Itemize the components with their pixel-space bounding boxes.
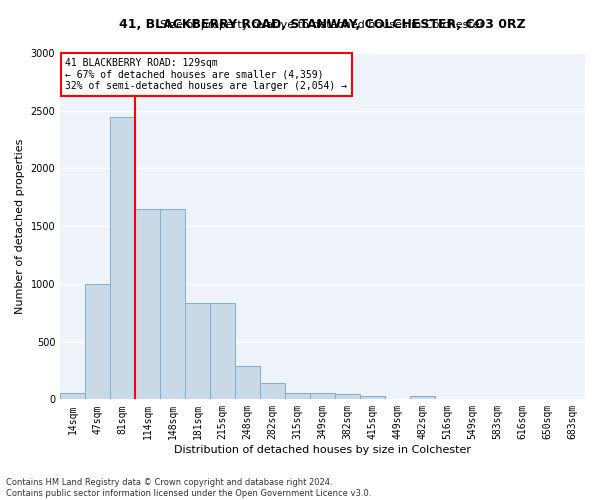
Text: 41 BLACKBERRY ROAD: 129sqm
← 67% of detached houses are smaller (4,359)
32% of s: 41 BLACKBERRY ROAD: 129sqm ← 67% of deta… [65,58,347,92]
Bar [185,303,210,400]
Text: Contains HM Land Registry data © Crown copyright and database right 2024.
Contai: Contains HM Land Registry data © Crown c… [6,478,371,498]
Bar [110,116,135,400]
Bar [235,366,260,400]
Y-axis label: Number of detached properties: Number of detached properties [15,138,25,314]
Bar [85,284,110,400]
Bar [210,303,235,400]
Bar [135,209,160,400]
Bar [335,394,360,400]
Bar [160,209,185,400]
Title: Size of property relative to detached houses in Colchester: Size of property relative to detached ho… [160,20,485,30]
Bar [260,383,285,400]
Text: 41, BLACKBERRY ROAD, STANWAY, COLCHESTER, CO3 0RZ: 41, BLACKBERRY ROAD, STANWAY, COLCHESTER… [119,18,526,30]
X-axis label: Distribution of detached houses by size in Colchester: Distribution of detached houses by size … [174,445,471,455]
Bar [360,396,385,400]
Bar [410,396,435,400]
Bar [285,393,310,400]
Bar [60,393,85,400]
Bar [310,393,335,400]
